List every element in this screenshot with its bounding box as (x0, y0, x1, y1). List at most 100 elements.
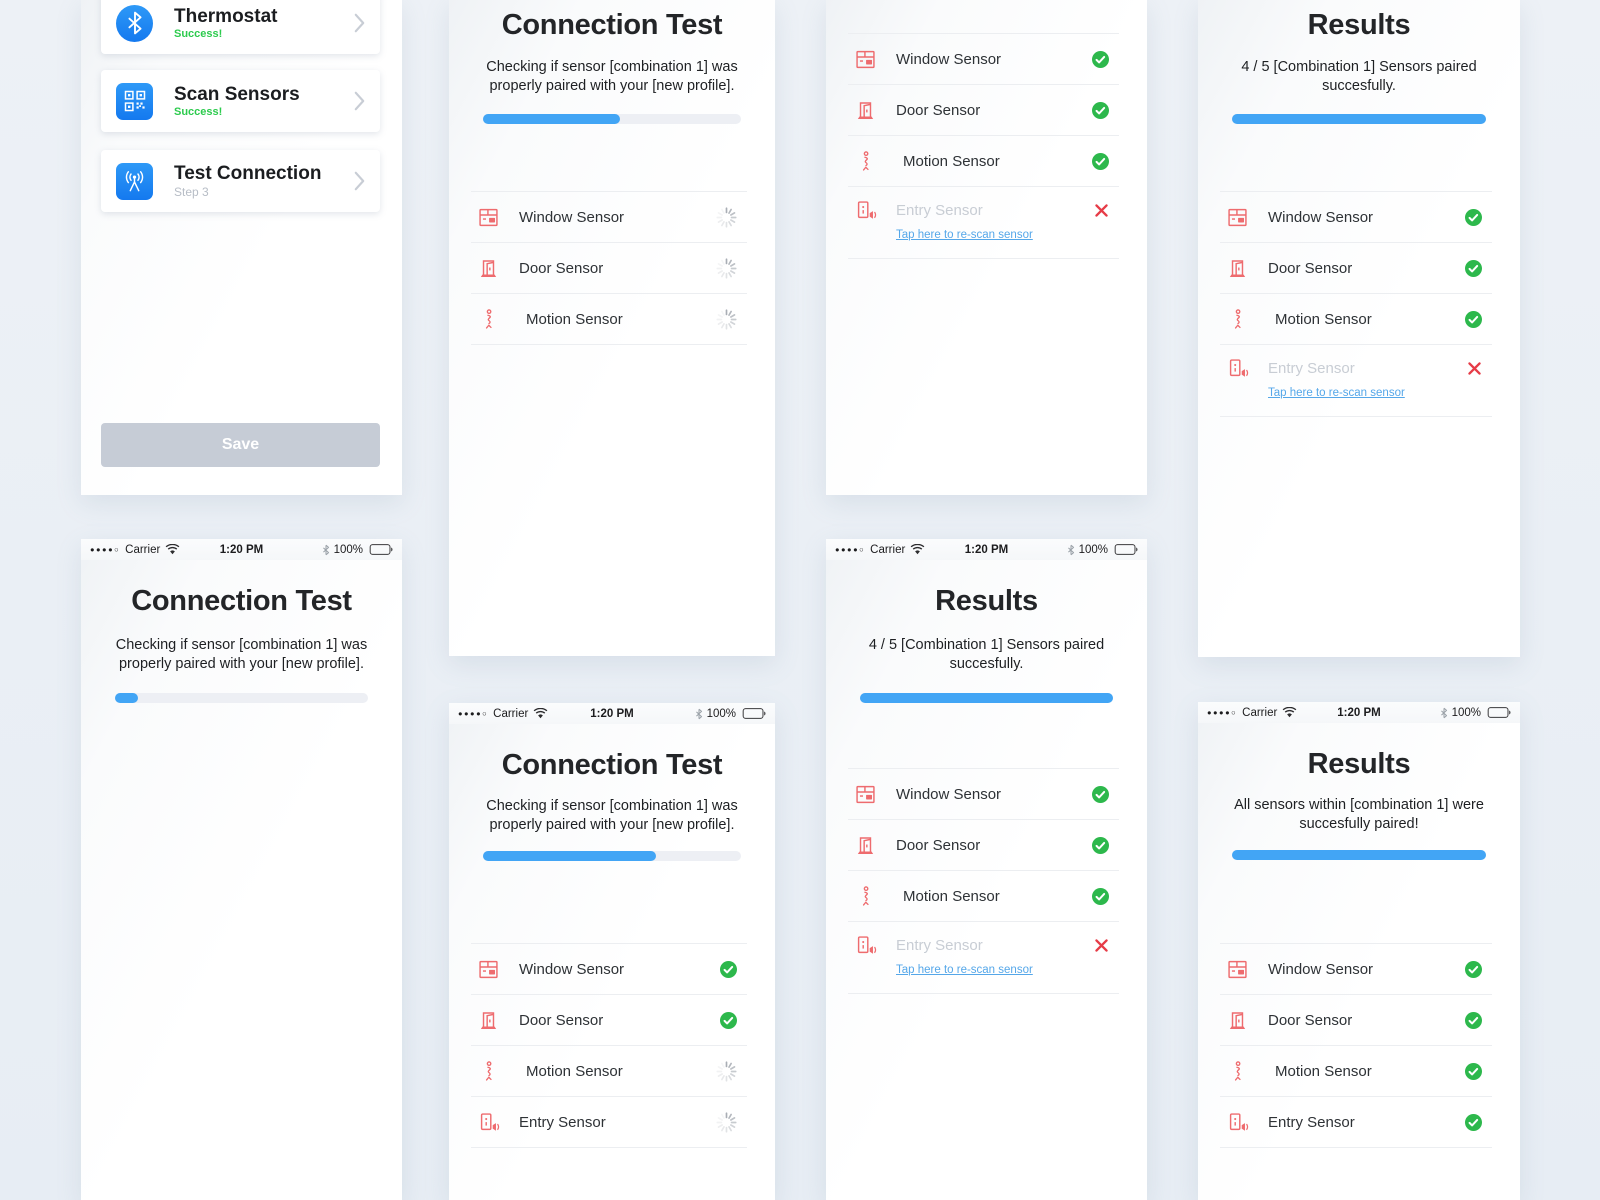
progress-fill (1232, 850, 1486, 860)
window-sensor-icon (477, 958, 500, 981)
battery-icon (369, 544, 393, 555)
sensor-row-window: Window Sensor (471, 191, 747, 242)
card-title: Scan Sensors (174, 83, 300, 105)
battery-icon (1114, 544, 1138, 555)
rescan-link[interactable]: Tap here to re-scan sensor (1268, 387, 1405, 399)
sensor-label: Motion Sensor (1275, 1062, 1372, 1080)
rescan-link[interactable]: Tap here to re-scan sensor (896, 229, 1033, 241)
carrier-label: Carrier (870, 543, 906, 556)
sensor-row-window: Window Sensor (471, 943, 747, 994)
bluetooth-status-icon (695, 708, 703, 720)
sensor-row-entry: Entry Sensor (1220, 1096, 1492, 1147)
sensor-row-motion: Motion Sensor (471, 1045, 747, 1096)
door-sensor-icon (477, 257, 500, 280)
step-card-test-connection[interactable]: Test Connection Step 3 (101, 150, 380, 212)
progress-bar (115, 693, 368, 703)
carrier-label: Carrier (125, 543, 161, 556)
bluetooth-icon (116, 4, 153, 42)
page-title: Results (1307, 9, 1411, 41)
list-divider (848, 258, 1119, 259)
loading-spinner-icon (716, 1061, 737, 1082)
sensor-label: Entry Sensor (896, 202, 983, 219)
clock: 1:20 PM (964, 543, 1009, 556)
success-check-icon (1092, 888, 1109, 905)
sensor-label: Door Sensor (1268, 259, 1353, 277)
step-card-scan-sensors[interactable]: Scan Sensors Success! (101, 70, 380, 132)
screen-results-partial-full: ●●●●○ Carrier 1:20 PM 100% Results 4 / 5… (826, 539, 1147, 1200)
sensor-row-motion: Motion Sensor (848, 135, 1119, 186)
motion-sensor-icon (1226, 308, 1249, 331)
door-sensor-icon (1226, 1009, 1249, 1032)
sensor-label: Door Sensor (519, 1011, 604, 1029)
signal-strength-icon: ●●●●○ (835, 545, 866, 554)
save-button[interactable]: Save (101, 423, 380, 467)
success-check-icon (720, 1012, 737, 1029)
sensor-row-entry-failed: Entry Sensor Tap here to re-scan sensor (1220, 344, 1492, 416)
sensor-label: Window Sensor (519, 208, 625, 226)
sensor-label: Window Sensor (1268, 208, 1374, 226)
ios-status-bar: ●●●●○ Carrier 1:20 PM 100% (81, 539, 402, 560)
screen-description: 4 / 5 [Combination 1] Sensors paired suc… (1241, 59, 1477, 95)
page-title: Results (935, 585, 1038, 617)
progress-fill (483, 851, 656, 861)
motion-sensor-icon (1226, 1060, 1249, 1083)
entry-sensor-icon (854, 934, 877, 957)
motion-sensor-icon (854, 150, 877, 173)
sensor-label: Window Sensor (519, 960, 625, 978)
motion-sensor-icon (477, 1060, 500, 1083)
sensor-label: Motion Sensor (903, 152, 1000, 170)
window-sensor-icon (854, 48, 877, 71)
success-check-icon (1465, 260, 1482, 277)
fail-x-icon (1094, 938, 1109, 953)
fail-x-icon (1467, 361, 1482, 376)
progress-fill (860, 693, 1113, 703)
loading-spinner-icon (716, 1112, 737, 1133)
success-check-icon (1092, 102, 1109, 119)
list-divider (471, 344, 747, 345)
success-check-icon (1465, 1114, 1482, 1131)
door-sensor-icon (477, 1009, 500, 1032)
screen-description: 4 / 5 [Combination 1] Sensors paired suc… (868, 637, 1105, 673)
entry-sensor-icon (477, 1111, 500, 1134)
bluetooth-status-icon (1440, 707, 1448, 719)
sensor-row-motion: Motion Sensor (1220, 293, 1492, 344)
bluetooth-status-icon (1067, 544, 1075, 556)
door-sensor-icon (854, 99, 877, 122)
sensor-list: Window Sensor Door Sensor Motion Sensor … (848, 33, 1119, 259)
battery-percent: 100% (706, 707, 736, 720)
battery-icon (1487, 707, 1511, 718)
sensor-row-entry-failed: Entry Sensor Tap here to re-scan sensor (848, 921, 1119, 993)
card-title: Test Connection (174, 162, 322, 184)
loading-spinner-icon (716, 258, 737, 279)
success-check-icon (1465, 209, 1482, 226)
sensor-label: Motion Sensor (1275, 310, 1372, 328)
clock: 1:20 PM (1337, 706, 1381, 719)
sensor-row-window: Window Sensor (848, 768, 1119, 819)
step-card-thermostat[interactable]: Thermostat Success! (101, 0, 380, 54)
rescan-link[interactable]: Tap here to re-scan sensor (896, 964, 1033, 976)
sensor-label: Door Sensor (896, 836, 981, 854)
sensor-label: Entry Sensor (519, 1113, 606, 1131)
entry-sensor-icon (854, 199, 877, 222)
door-sensor-icon (1226, 257, 1249, 280)
clock: 1:20 PM (219, 543, 264, 556)
chevron-right-icon (354, 13, 365, 33)
battery-percent: 100% (333, 543, 363, 556)
progress-fill (1232, 114, 1486, 124)
sensor-label: Window Sensor (896, 785, 1002, 803)
progress-bar (1232, 850, 1486, 860)
list-divider (848, 993, 1119, 994)
loading-spinner-icon (716, 207, 737, 228)
progress-bar (483, 114, 741, 124)
list-divider (471, 1147, 747, 1148)
window-sensor-icon (1226, 958, 1249, 981)
success-check-icon (1092, 153, 1109, 170)
sensor-row-motion: Motion Sensor (471, 293, 747, 344)
sensor-label: Entry Sensor (1268, 1113, 1355, 1131)
sensor-label: Motion Sensor (526, 1062, 623, 1080)
antenna-icon (116, 162, 153, 200)
signal-strength-icon: ●●●●○ (90, 545, 121, 554)
sensor-row-door: Door Sensor (1220, 994, 1492, 1045)
bluetooth-status-icon (322, 544, 330, 556)
sensor-label: Entry Sensor (896, 937, 983, 954)
